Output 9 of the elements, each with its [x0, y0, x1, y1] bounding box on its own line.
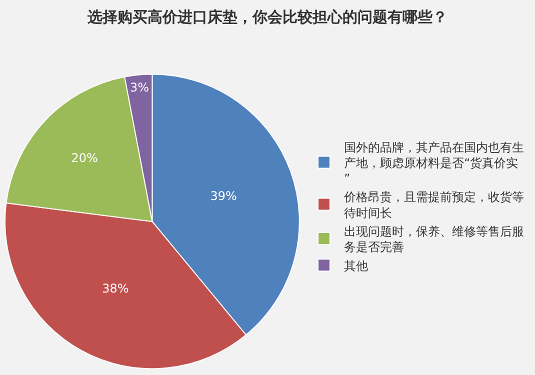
data-label: 38% [102, 281, 129, 296]
data-label: 3% [130, 80, 150, 95]
legend-label: 其他 [344, 258, 368, 273]
chart-title: 选择购买高价进口床垫，你会比较担心的问题有哪些？ [86, 8, 448, 26]
legend-label: 国外的品牌，其产品在国内也有生产地，顾虑原材料是否“货真价实” [344, 140, 524, 186]
data-label: 39% [210, 188, 237, 203]
data-label: 20% [71, 151, 98, 166]
legend-label: 出现问题时，保养、维修等售后服务是否完善 [344, 224, 524, 254]
legend-label: 价格昂贵，且需提前预定，收货等待时间长 [343, 190, 524, 220]
